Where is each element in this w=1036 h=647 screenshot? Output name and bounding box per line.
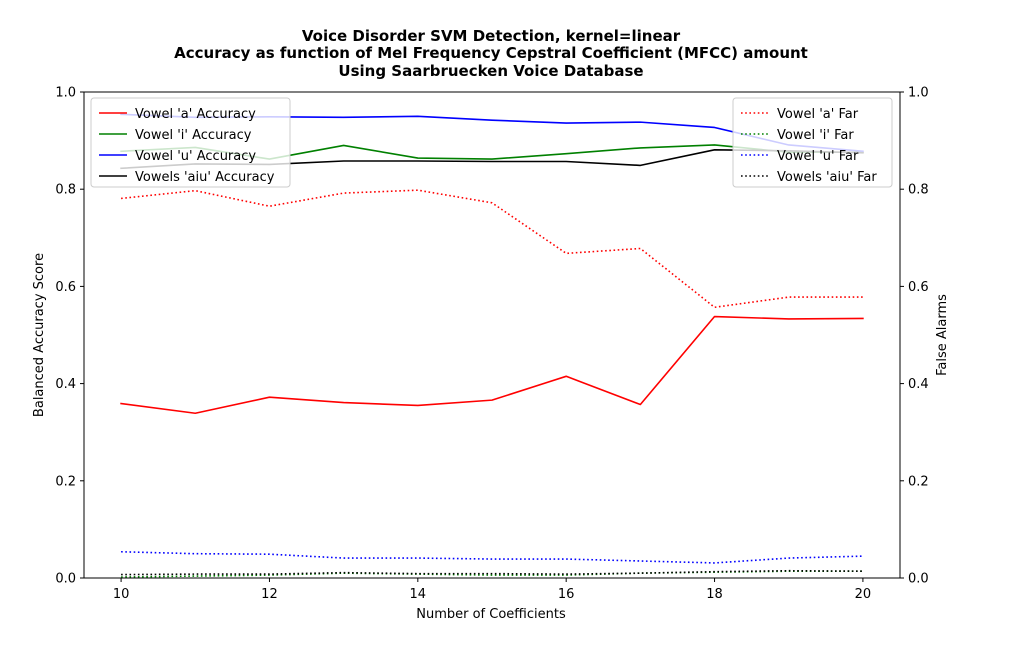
y-tick-label: 0.4 [55,377,76,392]
x-tick-label: 16 [558,587,575,602]
legend-label-vowel-i-accuracy: Vowel 'i' Accuracy [135,128,252,143]
series-line-vowel-a-accuracy [120,315,864,415]
series-line-vowel-a-far [121,189,863,309]
x-axis-label: Number of Coefficients [416,607,566,622]
legend-label-vowels-aiu-accuracy: Vowels 'aiu' Accuracy [135,170,275,185]
y-tick-label: 0.2 [55,474,76,489]
y2-tick-label: 0.4 [908,377,929,392]
x-tick-label: 20 [855,587,872,602]
chart-title-line-2: Accuracy as function of Mel Frequency Ce… [174,44,808,62]
y2-tick-label: 1.0 [908,86,929,101]
x-tick-label: 12 [261,587,278,602]
legend-label-vowel-a-accuracy: Vowel 'a' Accuracy [135,107,256,122]
y-tick-label: 1.0 [55,86,76,101]
y2-axis-label: False Alarms [935,294,950,376]
y-axis-label: Balanced Accuracy Score [32,253,47,417]
legend-accuracy: Vowel 'a' Accuracy Vowel 'i' Accuracy Vowe… [90,97,291,188]
legend-label-vowels-aiu-far: Vowels 'aiu' Far [777,170,877,185]
legend-far: Vowel 'a' Far Vowel 'i' Far Vowel 'u' Far V… [732,97,893,188]
y2-tick-label: 0.6 [908,280,929,295]
y-tick-label: 0.0 [55,572,76,587]
y-tick-label: 0.8 [55,183,76,198]
x-tick-label: 18 [706,587,723,602]
y-tick-label: 0.6 [55,280,76,295]
x-tick-label: 10 [113,587,130,602]
chart-title: Voice Disorder SVM Detection, kernel=lin… [174,27,808,80]
legend-frame [90,97,291,188]
legend-frame [732,97,893,188]
plot-frame [83,91,901,579]
y2-tick-label: 0.0 [908,572,929,587]
y2-tick-label: 0.2 [908,474,929,489]
axes: 10 12 14 16 18 20 0.0 0.0 0.2 0.2 0.4 0.4 0.6 0.6 0.8 0… [55,86,928,603]
legend-label-vowel-u-accuracy: Vowel 'u' Accuracy [135,149,256,164]
legend-label-vowel-u-far: Vowel 'u' Far [777,149,859,164]
y2-tick-label: 0.8 [908,183,929,198]
series-line-vowel-u-far [121,550,863,564]
series-line-vowels-aiu-far [121,569,863,576]
legend-label-vowel-i-far: Vowel 'i' Far [777,128,854,143]
x-tick-label: 14 [410,587,427,602]
legend-label-vowel-a-far: Vowel 'a' Far [777,107,859,122]
chart-title-line-3: Using Saarbruecken Voice Database [338,62,643,80]
chart-title-line-1: Voice Disorder SVM Detection, kernel=lin… [302,27,681,45]
